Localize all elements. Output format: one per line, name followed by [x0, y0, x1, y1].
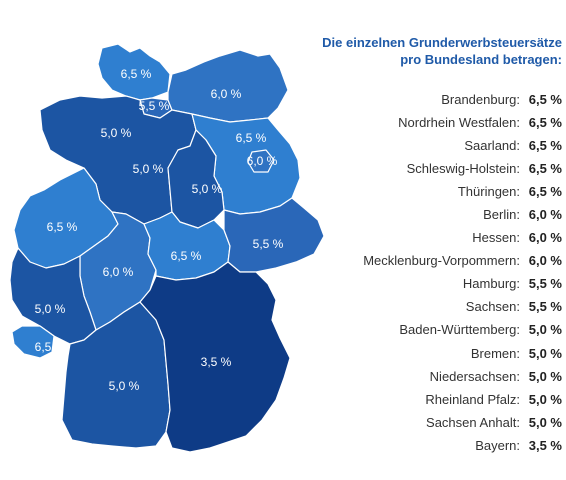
label-nordrhein-westfalen: 6,5 %	[47, 220, 78, 234]
legend-rate-value: 6,0 %	[528, 207, 562, 223]
map-label-layer: 6,5 % 5,5 % 6,0 % 5,0 % 5,0 % 6,5 % 6,0 …	[0, 0, 330, 480]
legend-rate-value: 6,0 %	[528, 253, 562, 269]
legend-item: Baden-Württemberg: 5,0 %	[363, 318, 562, 341]
legend-item: Hessen: 6,0 %	[363, 226, 562, 249]
legend-state-name: Hessen:	[472, 230, 520, 246]
legend-title-line2: pro Bundesland betragen:	[400, 52, 562, 67]
label-brandenburg: 6,5 %	[236, 131, 267, 145]
legend-item: Nordrhein Westfalen: 6,5 %	[363, 111, 562, 134]
legend-state-name: Mecklenburg-Vorpommern:	[363, 253, 520, 269]
legend-rate-value: 6,5 %	[528, 138, 562, 154]
legend-state-name: Rheinland Pfalz:	[425, 391, 520, 407]
region-berlin	[247, 149, 275, 173]
label-bremen: 5,0 %	[101, 126, 132, 140]
legend-rate-value: 5,0 %	[528, 322, 562, 338]
region-bayern	[139, 261, 291, 453]
legend-state-name: Baden-Württemberg:	[399, 322, 520, 338]
label-sachsen: 5,5 %	[253, 237, 284, 251]
legend-item: Rheinland Pfalz: 5,0 %	[363, 388, 562, 411]
legend-item: Niedersachsen: 5,0 %	[363, 365, 562, 388]
legend-rate-value: 5,0 %	[528, 345, 562, 361]
legend-state-name: Bayern:	[475, 437, 520, 453]
legend-state-name: Bremen:	[470, 345, 520, 361]
label-niedersachsen: 5,0 %	[133, 162, 164, 176]
legend-state-name: Nordrhein Westfalen:	[398, 115, 520, 131]
legend-state-name: Niedersachsen:	[429, 368, 520, 384]
legend-rate-value: 5,0 %	[528, 414, 562, 430]
legend-rate-value: 6,5 %	[528, 115, 562, 131]
legend-rate-value: 6,5 %	[528, 184, 562, 200]
legend-rate-value: 5,5 %	[528, 299, 562, 315]
legend-title-line1: Die einzelnen Grunderwerbsteuersätze	[322, 35, 562, 50]
legend-item: Schleswig-Holstein: 6,5 %	[363, 157, 562, 180]
legend-rate-value: 6,5 %	[528, 92, 562, 107]
legend-item: Hamburg: 5,5 %	[363, 272, 562, 295]
legend-rate-value: 5,5 %	[528, 276, 562, 292]
label-bayern: 3,5 %	[201, 355, 232, 369]
legend-rate-value: 6,5 %	[528, 161, 562, 177]
legend-list: Brandenburg: 6,5 % Nordrhein Westfalen: 6,5…	[363, 88, 562, 457]
legend-state-name: Schleswig-Holstein:	[406, 161, 520, 177]
legend-item: Sachsen Anhalt: 5,0 %	[363, 411, 562, 434]
legend-item: Bremen: 5,0 %	[363, 342, 562, 365]
legend-state-name: Brandenburg:	[441, 92, 520, 107]
legend-rate-value: 5,0 %	[528, 368, 562, 384]
legend-state-name: Sachsen:	[465, 299, 520, 315]
legend-item: Berlin: 6,0 %	[363, 203, 562, 226]
legend-rate-value: 3,5 %	[528, 437, 562, 453]
legend-state-name: Saarland:	[464, 138, 520, 154]
legend-item: Mecklenburg-Vorpommern: 6,0 %	[363, 249, 562, 272]
label-thueringen: 6,5 %	[171, 249, 202, 263]
label-sachsen-anhalt: 5,0 %	[192, 182, 223, 196]
label-berlin: 6,0 %	[247, 154, 278, 168]
label-rheinland-pfalz: 5,0 %	[35, 302, 66, 316]
region-sachsen	[223, 197, 325, 273]
legend-item: Saarland: 6,5 %	[363, 134, 562, 157]
label-saarland: 6,5 %	[35, 340, 66, 354]
germany-map	[9, 43, 325, 453]
legend-state-name: Berlin:	[483, 207, 520, 223]
legend-title: Die einzelnen Grunderwerbsteuersätze pro…	[322, 34, 562, 68]
legend-state-name: Hamburg:	[462, 276, 520, 292]
legend-rate-value: 6,0 %	[528, 230, 562, 246]
label-schleswig-holstein: 6,5 %	[121, 67, 152, 81]
legend-state-name: Sachsen Anhalt:	[426, 414, 520, 430]
label-mecklenburg-vorpommern: 6,0 %	[211, 87, 242, 101]
legend-state-name: Thüringen:	[457, 184, 520, 200]
legend-item: Thüringen: 6,5 %	[363, 180, 562, 203]
legend-rate-value: 5,0 %	[528, 391, 562, 407]
label-hessen: 6,0 %	[103, 265, 134, 279]
label-hamburg: 5,5 %	[139, 99, 170, 113]
region-saarland	[11, 325, 55, 359]
legend-item: Brandenburg: 6,5 %	[363, 88, 562, 111]
legend-item: Bayern: 3,5 %	[363, 434, 562, 457]
legend-item: Sachsen: 5,5 %	[363, 295, 562, 318]
label-baden-wuerttemberg: 5,0 %	[109, 379, 140, 393]
